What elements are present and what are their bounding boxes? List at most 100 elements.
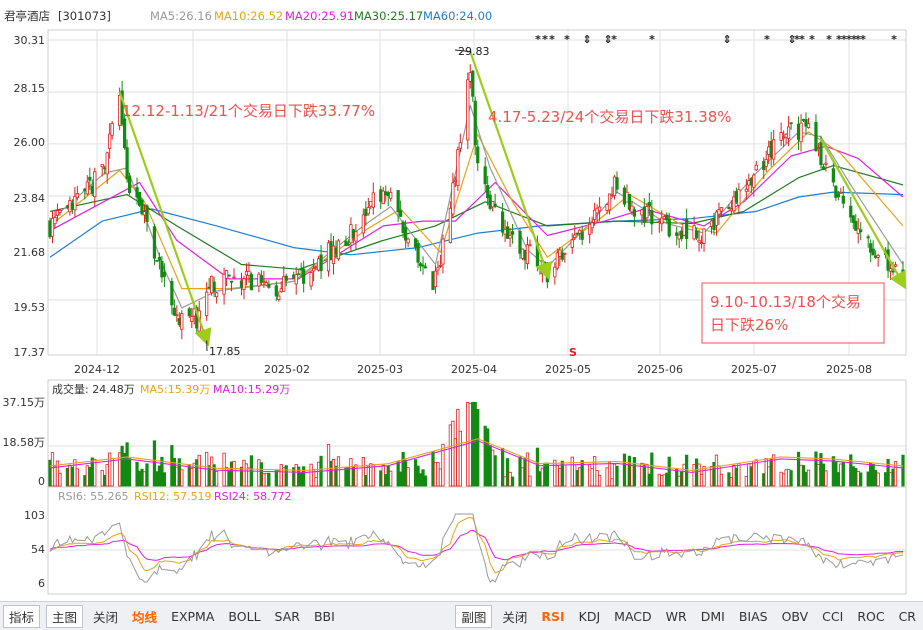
volume-bar bbox=[434, 463, 436, 486]
candle-body bbox=[867, 237, 869, 238]
indicator-button[interactable]: 指标 bbox=[3, 605, 40, 628]
candle-body bbox=[208, 287, 210, 288]
volume-tick: 0 bbox=[38, 475, 45, 488]
volume-bar bbox=[571, 457, 573, 486]
candle-body bbox=[802, 119, 804, 120]
candle-body bbox=[491, 201, 493, 206]
volume-bar bbox=[51, 453, 53, 486]
sar-button[interactable]: SAR bbox=[268, 609, 307, 624]
candle-body bbox=[126, 148, 128, 179]
expma-button[interactable]: EXPMA bbox=[164, 609, 221, 624]
event-marker: * bbox=[826, 33, 832, 46]
candle-body bbox=[437, 268, 439, 270]
candle-body bbox=[825, 163, 827, 164]
candle-body bbox=[310, 273, 312, 286]
volume-bar bbox=[387, 466, 389, 486]
volume-bar bbox=[367, 466, 369, 486]
obv-button[interactable]: OBV bbox=[775, 609, 816, 624]
volume-bar bbox=[245, 464, 247, 486]
volume-bar bbox=[402, 452, 404, 486]
candle-body bbox=[738, 190, 740, 205]
volume-bar bbox=[71, 467, 73, 486]
candle-body bbox=[156, 260, 158, 261]
candle-body bbox=[860, 230, 862, 232]
volume-bar bbox=[432, 452, 434, 486]
ma60-label: MA60:24.00 bbox=[423, 9, 492, 23]
candle-body bbox=[840, 192, 842, 193]
sub-close-button[interactable]: 关闭 bbox=[495, 607, 534, 626]
candle-body bbox=[668, 219, 670, 236]
candle-body bbox=[529, 245, 531, 246]
annotation-text-3a: 9.10-10.13/18个交易 bbox=[710, 293, 861, 311]
volume-bar bbox=[825, 471, 827, 486]
volume-bar bbox=[842, 463, 844, 486]
s-marker[interactable]: S bbox=[569, 346, 577, 359]
ma-button[interactable]: 均线 bbox=[125, 607, 164, 626]
candle-body bbox=[91, 186, 93, 193]
volume-bar bbox=[680, 472, 682, 486]
candle-body bbox=[857, 229, 859, 234]
boll-button[interactable]: BOLL bbox=[221, 609, 267, 624]
event-marker: * bbox=[860, 33, 866, 46]
rsi-button[interactable]: RSI bbox=[534, 609, 571, 624]
sub-chart-button[interactable]: 副图 bbox=[455, 605, 492, 628]
candle-body bbox=[205, 292, 207, 315]
candle-body bbox=[106, 153, 108, 174]
kdj-button[interactable]: KDJ bbox=[572, 609, 608, 624]
volume-bar bbox=[556, 466, 558, 486]
event-marker: * bbox=[809, 33, 815, 46]
event-marker: ⇕ bbox=[582, 33, 591, 46]
candle-body bbox=[728, 207, 730, 208]
cr-button[interactable]: CR bbox=[892, 609, 923, 624]
volume-bar bbox=[855, 468, 857, 486]
volume-bar bbox=[648, 474, 650, 486]
candle-body bbox=[332, 246, 334, 264]
volume-bar bbox=[347, 467, 349, 486]
volume-bar bbox=[494, 456, 496, 486]
main-chart-button[interactable]: 主图 bbox=[46, 605, 83, 628]
candle-body bbox=[874, 256, 876, 258]
candle-body bbox=[275, 286, 277, 296]
event-marker: * bbox=[535, 33, 541, 46]
candle-body bbox=[616, 178, 618, 190]
candle-body bbox=[750, 179, 752, 186]
date-tick: 2025-01 bbox=[170, 363, 216, 376]
bbi-button[interactable]: BBI bbox=[307, 609, 342, 624]
volume-bar bbox=[486, 429, 488, 486]
candle-body bbox=[225, 271, 227, 279]
event-marker: ⇕ bbox=[722, 33, 731, 46]
candle-body bbox=[820, 142, 822, 164]
volume-bar bbox=[474, 402, 476, 486]
candle-body bbox=[317, 259, 319, 270]
volume-bar bbox=[86, 466, 88, 486]
candle-body bbox=[459, 143, 461, 148]
candle-body bbox=[103, 168, 105, 169]
candle-body bbox=[474, 101, 476, 145]
candle-body bbox=[335, 248, 337, 254]
candle-body bbox=[576, 233, 578, 234]
macd-button[interactable]: MACD bbox=[607, 609, 658, 624]
volume-bar bbox=[713, 462, 715, 486]
roc-button[interactable]: ROC bbox=[850, 609, 891, 624]
candle-body bbox=[685, 219, 687, 239]
volume-bar bbox=[121, 446, 123, 486]
candle-body bbox=[320, 255, 322, 271]
dmi-button[interactable]: DMI bbox=[694, 609, 732, 624]
main-close-button[interactable]: 关闭 bbox=[86, 607, 125, 626]
candle-body bbox=[59, 210, 61, 212]
volume-bar bbox=[574, 465, 576, 486]
candle-body bbox=[380, 190, 382, 202]
candle-body bbox=[755, 165, 757, 170]
wr-button[interactable]: WR bbox=[659, 609, 694, 624]
candle-body bbox=[713, 218, 715, 229]
volume-bar bbox=[733, 465, 735, 486]
candle-body bbox=[477, 147, 479, 163]
volume-bar bbox=[815, 452, 817, 486]
candle-body bbox=[554, 267, 556, 277]
volume-bar bbox=[529, 476, 531, 486]
cci-button[interactable]: CCI bbox=[815, 609, 850, 624]
volume-bar bbox=[554, 460, 556, 486]
bias-button[interactable]: BIAS bbox=[732, 609, 775, 624]
volume-title: 成交量: 24.48万 bbox=[52, 382, 135, 396]
candle-body bbox=[399, 211, 401, 217]
